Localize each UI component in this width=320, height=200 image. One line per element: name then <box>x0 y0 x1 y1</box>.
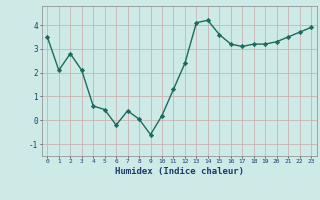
X-axis label: Humidex (Indice chaleur): Humidex (Indice chaleur) <box>115 167 244 176</box>
